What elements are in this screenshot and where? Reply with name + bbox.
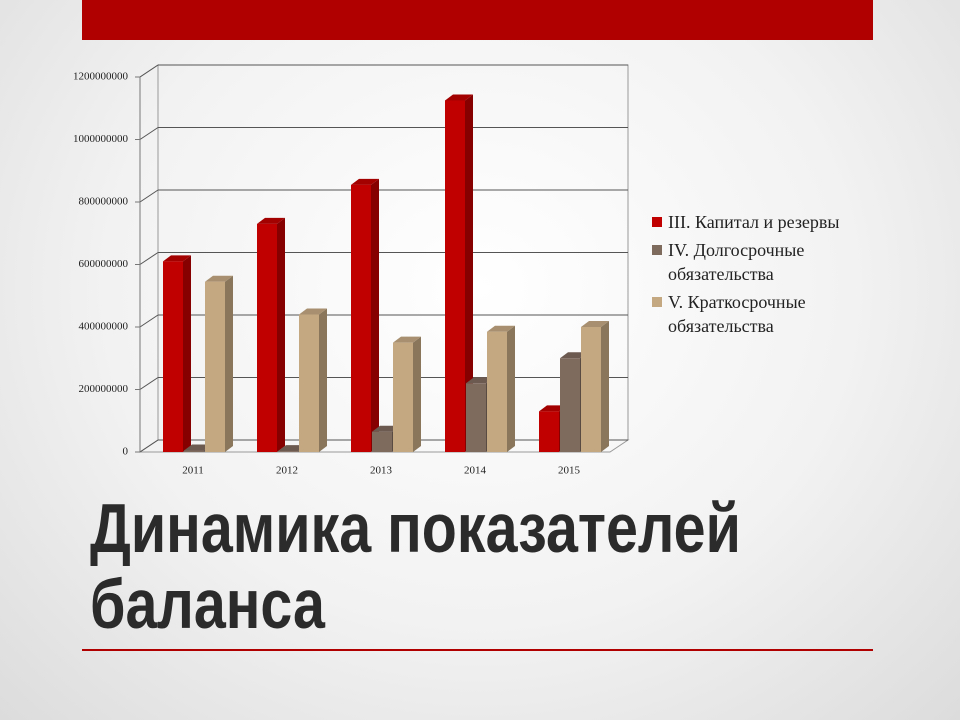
bar-side xyxy=(225,275,233,452)
legend-swatch xyxy=(652,217,662,227)
bar xyxy=(487,331,507,452)
grid-line xyxy=(139,439,159,453)
y-tick-label: 400000000 xyxy=(79,321,129,333)
grid-line xyxy=(139,64,159,78)
bar xyxy=(539,411,559,452)
bar-side xyxy=(183,255,191,452)
bar-side xyxy=(601,321,609,452)
slide-title: Динамика показателей баланса xyxy=(90,489,741,643)
top-bar xyxy=(82,0,873,40)
bar-group xyxy=(581,321,609,452)
bar-group xyxy=(163,255,191,452)
legend-item: IV. Долгосрочные обязательства xyxy=(652,238,882,286)
y-tick-label: 1000000000 xyxy=(73,133,129,145)
bar xyxy=(351,184,371,452)
grid-line xyxy=(139,189,159,203)
bar-group xyxy=(351,178,379,452)
bar-top xyxy=(257,217,285,224)
bar-side xyxy=(277,217,285,452)
y-tick-label: 200000000 xyxy=(79,383,129,395)
x-tick-label: 2015 xyxy=(558,465,581,477)
bar-group xyxy=(487,325,515,452)
y-tick-label: 0 xyxy=(123,446,129,458)
bar xyxy=(205,281,225,452)
grid-line xyxy=(139,127,159,140)
bar xyxy=(393,342,413,452)
x-tick-label: 2014 xyxy=(464,465,487,477)
bar xyxy=(466,383,486,452)
bar xyxy=(257,223,277,452)
bar-group xyxy=(393,336,421,452)
bar xyxy=(581,327,601,452)
y-tick-label: 1200000000 xyxy=(73,71,129,83)
grid-line xyxy=(139,252,159,265)
bar xyxy=(299,314,319,452)
legend-label: III. Капитал и резервы xyxy=(668,212,840,232)
bar xyxy=(278,451,298,452)
x-tick-label: 2013 xyxy=(370,465,393,477)
legend-swatch xyxy=(652,297,662,307)
bar xyxy=(372,431,392,452)
chart: 0 200000000 400000000 600000000 800000000 100… xyxy=(73,64,630,477)
legend-label: V. Краткосрочные обязательства xyxy=(668,292,806,336)
bar-side xyxy=(413,336,421,452)
bar-top xyxy=(393,336,421,343)
bar-side xyxy=(465,94,473,452)
y-tick-label: 800000000 xyxy=(79,196,129,208)
bar-top xyxy=(163,255,191,262)
bar-group xyxy=(257,217,285,452)
x-tick-label: 2011 xyxy=(182,465,204,477)
bar xyxy=(184,450,204,452)
grid-line xyxy=(139,314,159,328)
bar xyxy=(560,358,580,452)
bar-top xyxy=(205,275,233,282)
bar-side xyxy=(319,308,327,452)
bar-top xyxy=(445,94,473,101)
legend-item: V. Краткосрочные обязательства xyxy=(652,290,882,338)
bar-group xyxy=(299,308,327,452)
x-tick-label: 2012 xyxy=(276,465,298,477)
bar-top xyxy=(581,321,609,327)
bar-top xyxy=(351,178,379,185)
bar xyxy=(163,261,183,452)
legend-swatch xyxy=(652,245,662,255)
legend-item: III. Капитал и резервы xyxy=(652,210,882,234)
bar-group xyxy=(445,94,473,452)
legend-label: IV. Долгосрочные обязательства xyxy=(668,240,805,284)
bottom-rule xyxy=(82,649,873,651)
bar-group xyxy=(205,275,233,452)
grid-line xyxy=(139,377,159,390)
bar-top xyxy=(487,325,515,332)
y-tick-label: 600000000 xyxy=(79,258,129,270)
bar-top xyxy=(299,308,327,315)
bar xyxy=(445,100,465,452)
bar-side xyxy=(371,178,379,452)
bar-side xyxy=(507,325,515,452)
legend: III. Капитал и резервы IV. Долгосрочные о… xyxy=(652,210,882,342)
